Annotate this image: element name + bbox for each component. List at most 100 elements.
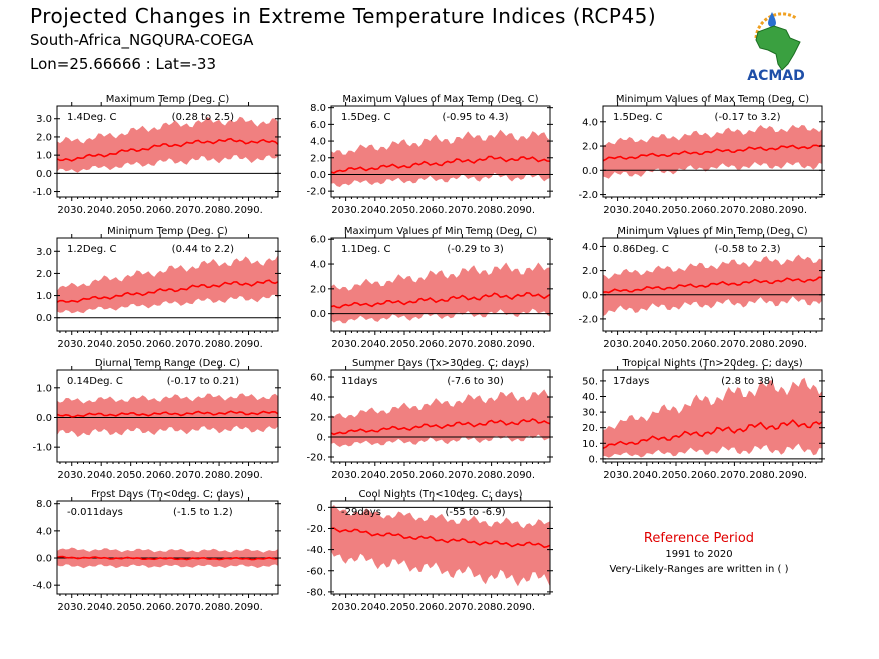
x-tick-label: 2080.: [205, 205, 234, 216]
x-tick-label: 2070.: [720, 339, 749, 350]
y-tick-label: 30.: [582, 408, 598, 419]
y-tick-label: -4.0: [32, 581, 52, 592]
very-likely-range-band: [331, 262, 550, 324]
y-tick-label: 40.: [310, 393, 326, 404]
plot-frame: [330, 500, 551, 595]
x-tick-label: 2070.: [175, 205, 204, 216]
y-tick-label: 0.0: [310, 309, 326, 320]
water-drop-icon: [768, 12, 776, 27]
y-tick-label: 3.0: [36, 247, 52, 258]
location-coordinates: Lon=25.66666 : Lat=-33: [30, 55, 217, 73]
chart-title: Maximum Temp (Deg. C): [106, 94, 230, 105]
very-likely-range: (0.28 to 2.5): [172, 112, 234, 123]
x-tick-label: 2080.: [749, 470, 778, 481]
y-tick-label: 1.0: [36, 151, 52, 162]
page-title: Projected Changes in Extreme Temperature…: [30, 4, 657, 28]
x-tick-label: 2090.: [778, 339, 807, 350]
very-likely-range-band: [331, 129, 550, 187]
chart-title: Summer Days (Tx>30deg. C; days): [352, 358, 529, 369]
y-tick-label: 10.: [582, 439, 598, 450]
chart-title: Maximum Values of Min Temp (Deg. C): [344, 226, 537, 237]
change-value: 0.86Deg. C: [613, 244, 669, 255]
ensemble-mean-line: [602, 419, 823, 449]
plot-frame: [330, 105, 551, 198]
x-tick-label: 2090.: [234, 602, 263, 613]
chart-title: Tropical Nights (Tn>20deg. C; days): [621, 358, 802, 369]
y-tick-label: 8.0: [310, 103, 326, 114]
ensemble-mean-line: [330, 527, 551, 549]
chart-panel-4: 0.0 1.0 2.0 3.0 2030. 2040. 2050. 2060. 2070. 208…: [36, 226, 281, 350]
y-tick-label: -80.: [306, 587, 326, 598]
x-tick-label: 2030.: [57, 339, 86, 350]
very-likely-range-band: [603, 254, 822, 317]
ensemble-mean-line: [56, 137, 279, 162]
y-tick-label: 0.: [588, 454, 598, 465]
x-tick-label: 2040.: [360, 339, 389, 350]
y-tick-label: 4.0: [310, 260, 326, 271]
chart-title: Minimum Values of Max Temp (Deg. C): [616, 94, 809, 105]
y-tick-label: 4.0: [36, 526, 52, 537]
change-value: 0.14Deg. C: [67, 376, 123, 387]
y-tick-label: 0.: [316, 433, 326, 444]
x-tick-label: 2030.: [331, 602, 360, 613]
x-tick-label: 2030.: [603, 205, 632, 216]
x-tick-label: 2090.: [506, 602, 535, 613]
x-tick-label: 2050.: [662, 205, 691, 216]
plot-frame: [602, 369, 823, 463]
chart-panel-11: -80.-60.-40.-20.0.2030. 2040. 2050. 2060. 20…: [306, 489, 553, 613]
y-tick-label: -2.0: [306, 187, 326, 198]
very-likely-range: (-0.17 to 3.2): [715, 112, 781, 123]
x-tick-label: 2040.: [632, 470, 661, 481]
plot-frame: [602, 105, 823, 198]
x-tick-label: 2080.: [749, 339, 778, 350]
y-tick-label: -2.0: [578, 190, 598, 201]
ensemble-mean-line: [56, 410, 279, 418]
x-tick-label: 2070.: [175, 602, 204, 613]
very-likely-range-band: [57, 255, 278, 314]
chart-panel-1: -1.0 0.0 1.0 2.0 3.0 2030. 2040. 2050. 2060. 2070…: [32, 94, 281, 216]
chart-title: Maximum Values of Max Temp (Deg. C): [342, 94, 538, 105]
x-tick-label: 2090.: [234, 205, 263, 216]
change-value: 1.5Deg. C: [613, 112, 662, 123]
x-tick-label: 2060.: [146, 470, 175, 481]
x-tick-label: 2030.: [331, 339, 360, 350]
chart-panel-9: 0. 10. 20. 30. 40. 50. 2030. 2040. 2050. 2060. 207…: [582, 358, 825, 481]
x-tick-label: 2090.: [506, 339, 535, 350]
x-tick-label: 2050.: [116, 602, 145, 613]
change-value: 1.1Deg. C: [341, 244, 390, 255]
y-tick-label: -1.0: [32, 187, 52, 198]
y-tick-label: -20.: [306, 453, 326, 464]
reference-period-years: 1991 to 2020: [665, 549, 733, 560]
x-tick-label: 2050.: [390, 470, 419, 481]
x-tick-label: 2070.: [175, 339, 204, 350]
y-tick-label: 4.0: [310, 137, 326, 148]
x-tick-label: 2080.: [477, 470, 506, 481]
y-tick-label: 0.0: [36, 313, 52, 324]
y-tick-label: -20.: [306, 524, 326, 535]
change-value: 1.2Deg. C: [67, 244, 116, 255]
x-tick-label: 2030.: [603, 470, 632, 481]
plot-frame: [330, 369, 551, 463]
change-value: -0.011days: [67, 507, 123, 518]
y-tick-label: 0.0: [582, 290, 598, 301]
x-tick-label: 2070.: [448, 339, 477, 350]
x-tick-label: 2060.: [691, 205, 720, 216]
x-tick-label: 2090.: [234, 470, 263, 481]
y-tick-label: 3.0: [36, 114, 52, 125]
y-tick-label: 60.: [310, 373, 326, 384]
x-tick-label: 2070.: [720, 470, 749, 481]
x-tick-label: 2030.: [331, 470, 360, 481]
x-tick-label: 2050.: [116, 470, 145, 481]
x-tick-label: 2050.: [390, 339, 419, 350]
y-tick-label: 4.0: [582, 242, 598, 253]
x-tick-label: 2070.: [720, 205, 749, 216]
chart-panel-5: 0.0 2.0 4.0 6.0 2030. 2040. 2050. 2060. 2070. 208…: [310, 226, 553, 350]
very-likely-range: (-7.6 to 30): [447, 376, 504, 387]
x-tick-label: 2070.: [175, 470, 204, 481]
x-tick-label: 2050.: [390, 602, 419, 613]
x-tick-label: 2040.: [360, 205, 389, 216]
ensemble-mean-line: [330, 155, 551, 174]
